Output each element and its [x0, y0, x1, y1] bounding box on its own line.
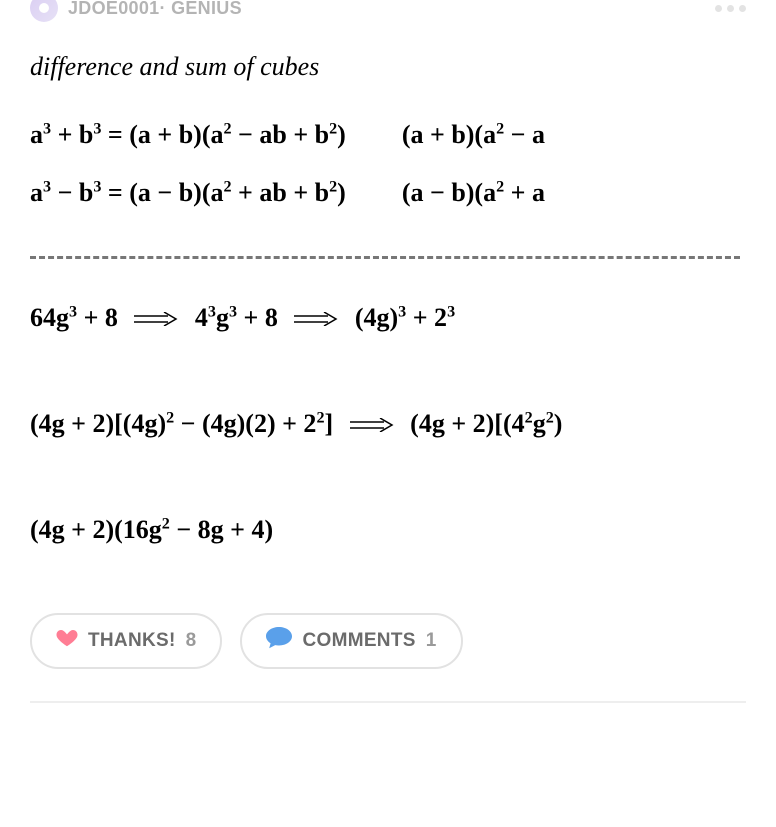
avatar[interactable] [30, 0, 58, 22]
worked-step-2: (4g + 2)[(4g)2 − (4g)(2) + 22] (4g + 2)[… [30, 349, 746, 455]
implies-arrow-icon [350, 409, 394, 439]
bottom-rule [30, 701, 746, 703]
dot-icon [739, 5, 746, 12]
worked-step-1: 64g3 + 8 43g3 + 8 (4g)3 + 23 [30, 289, 746, 349]
identity-diff: a3 − b3 = (a − b)(a2 + ab + b2)(a − b)(a… [30, 164, 746, 222]
thanks-count: 8 [186, 630, 197, 652]
thanks-label: THANKS! [88, 630, 176, 652]
more-options-button[interactable] [715, 5, 746, 12]
action-bar: THANKS! 8 COMMENTS 1 [30, 559, 746, 687]
post-header: JDOE0001· GENIUS [0, 0, 776, 34]
username-rank[interactable]: JDOE0001· GENIUS [68, 0, 242, 19]
heart-icon [56, 627, 78, 655]
author-block[interactable]: JDOE0001· GENIUS [30, 0, 242, 28]
comments-label: COMMENTS [302, 630, 415, 652]
comments-button[interactable]: COMMENTS 1 [240, 613, 462, 669]
intro-span: difference and sum of cubes [30, 52, 319, 81]
implies-arrow-icon [294, 303, 338, 333]
dashed-separator [30, 256, 740, 259]
answer-body: difference and sum of cubes a3 + b3 = (a… [0, 34, 776, 733]
thanks-button[interactable]: THANKS! 8 [30, 613, 222, 669]
comment-icon [266, 627, 292, 655]
dot-icon [727, 5, 734, 12]
worked-result: (4g + 2)(16g2 − 8g + 4) [30, 455, 746, 559]
dot-icon [715, 5, 722, 12]
username: JDOE0001 [68, 0, 159, 18]
identity-sum: a3 + b3 = (a + b)(a2 − ab + b2)(a + b)(a… [30, 106, 746, 164]
comments-count: 1 [426, 630, 437, 652]
implies-arrow-icon [134, 303, 178, 333]
intro-text: difference and sum of cubes [30, 34, 746, 106]
user-rank: GENIUS [171, 0, 242, 18]
